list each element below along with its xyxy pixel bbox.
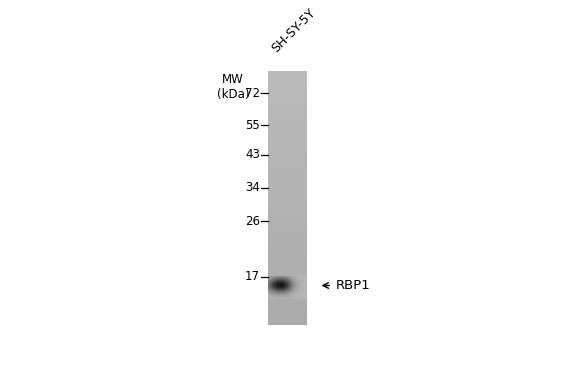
Text: MW
(kDa): MW (kDa) [217,73,249,101]
Text: 17: 17 [245,270,260,283]
Text: SH-SY-5Y: SH-SY-5Y [269,7,318,56]
Text: 43: 43 [245,148,260,161]
Text: 34: 34 [245,181,260,194]
Text: RBP1: RBP1 [336,279,371,292]
Text: 72: 72 [245,87,260,100]
Text: 26: 26 [245,215,260,228]
Text: 55: 55 [245,119,260,132]
